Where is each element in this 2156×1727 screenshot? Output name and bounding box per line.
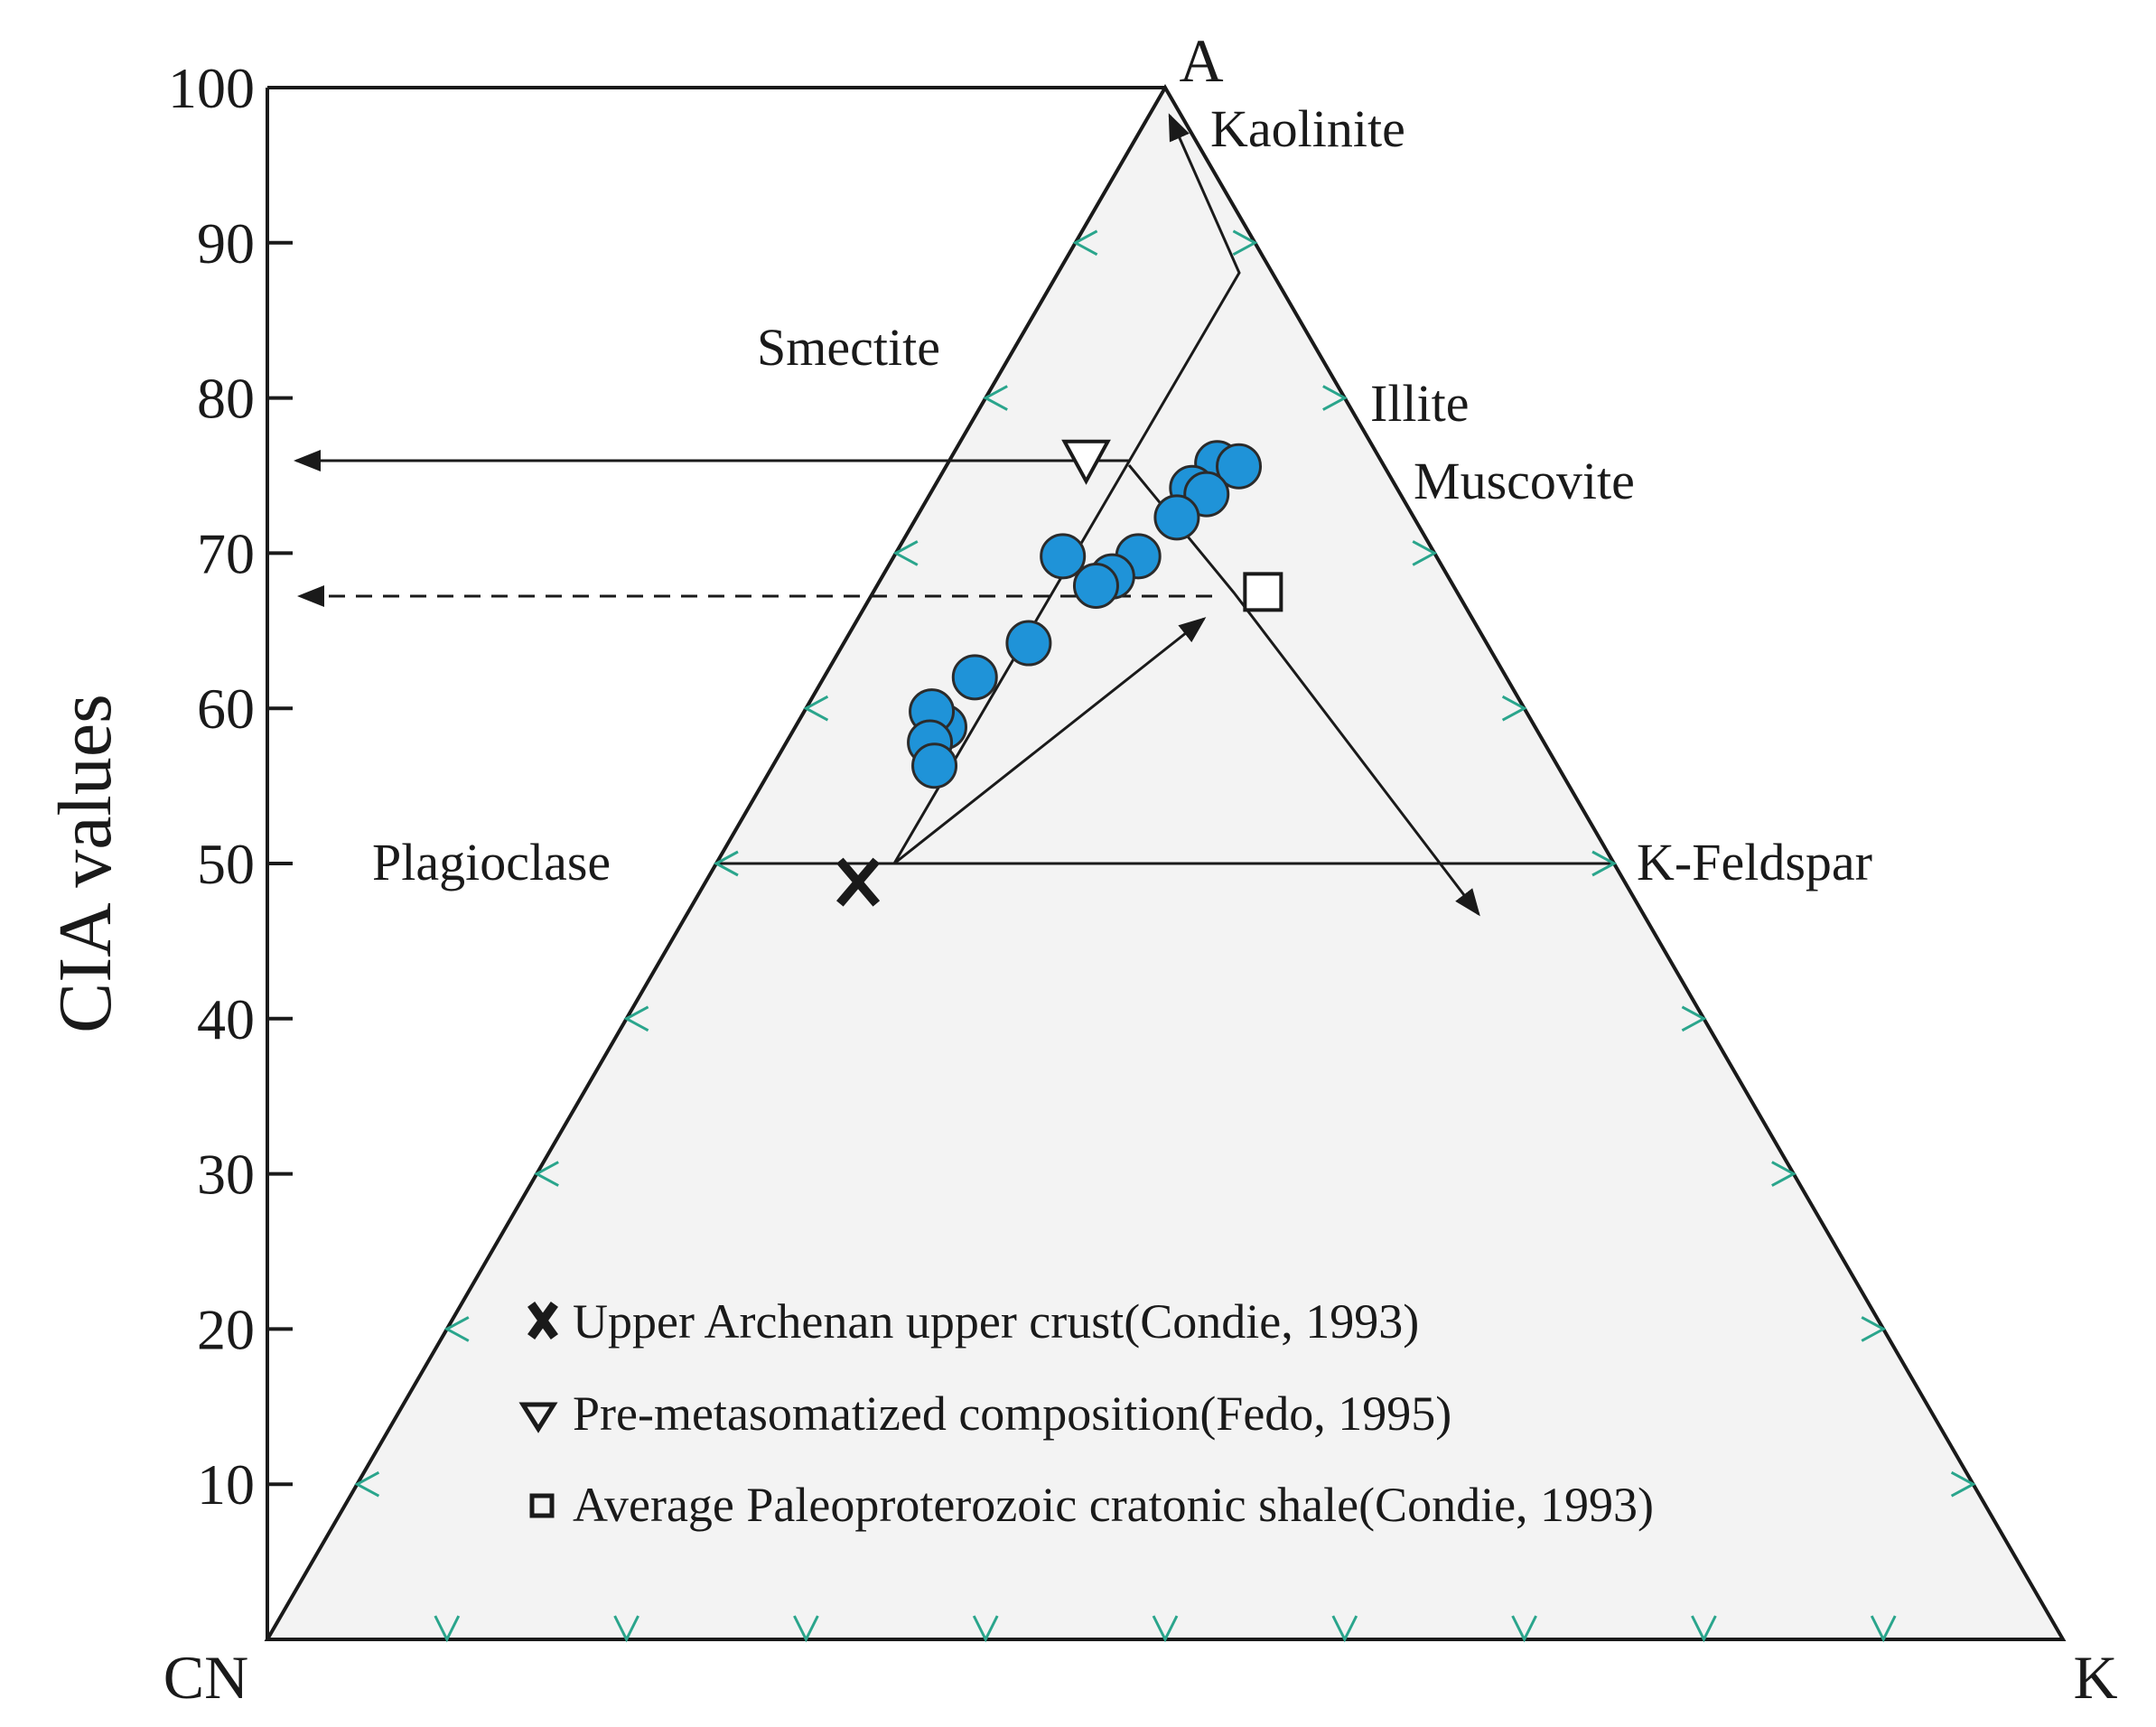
sample-point bbox=[1216, 443, 1263, 490]
cia-tick-label: 70 bbox=[197, 521, 255, 585]
legend-label-shale: Average Paleoproterozoic cratonic shale(… bbox=[573, 1478, 1654, 1532]
edge-tick bbox=[1152, 1615, 1179, 1643]
sample-point bbox=[1072, 562, 1119, 609]
x-marker-icon bbox=[527, 1302, 558, 1340]
weathering-trend-arrow-kaolinite bbox=[892, 113, 1241, 864]
ternary-diagram: A CN K Kaolinite Smectite Illite Muscovi… bbox=[163, 26, 2118, 1712]
cia-tick-label: 100 bbox=[168, 56, 255, 120]
edge-tick bbox=[1501, 695, 1527, 722]
mineral-label-kaolinite: Kaolinite bbox=[1210, 99, 1405, 158]
upper-crust-marker bbox=[836, 857, 881, 907]
edge-tick bbox=[1870, 1615, 1897, 1643]
edge-tick bbox=[1691, 1615, 1717, 1643]
edge-tick bbox=[354, 1470, 380, 1498]
triangle-down-marker-icon bbox=[518, 1402, 558, 1433]
cia-tick-label: 90 bbox=[197, 211, 255, 275]
legend-item-premetasomatized: Pre-metasomatized composition(Fedo, 1995… bbox=[518, 1386, 1451, 1441]
cia-tick-label: 20 bbox=[197, 1297, 255, 1361]
sample-point bbox=[1005, 620, 1052, 667]
edge-tick bbox=[803, 695, 829, 722]
premetasomatized-marker bbox=[1061, 439, 1111, 485]
edge-tick bbox=[1511, 1615, 1537, 1643]
edge-tick bbox=[1771, 1161, 1797, 1187]
edge-tick bbox=[1232, 229, 1258, 257]
edge-tick bbox=[983, 385, 1008, 411]
edge-tick bbox=[613, 1615, 639, 1643]
legend-label-premetasomatized: Pre-metasomatized composition(Fedo, 1995… bbox=[573, 1386, 1451, 1441]
cia-axis-label: CIA values bbox=[43, 694, 127, 1033]
cia-tick-label: 50 bbox=[197, 832, 255, 896]
edge-tick bbox=[434, 1615, 461, 1643]
cia-axis-ticks: 100 90 80 70 60 50 40 30 20 10 bbox=[168, 56, 293, 1517]
edge-tick bbox=[1072, 229, 1098, 257]
square-marker-icon bbox=[529, 1493, 555, 1518]
mineral-label-muscovite: Muscovite bbox=[1414, 452, 1635, 510]
edge-tick bbox=[1412, 540, 1438, 566]
reference-points bbox=[836, 439, 1283, 907]
sample-point bbox=[911, 742, 958, 789]
edge-tick bbox=[1950, 1470, 1976, 1498]
legend-item-shale: Average Paleoproterozoic cratonic shale(… bbox=[529, 1478, 1654, 1532]
mineral-label-plagioclase: Plagioclase bbox=[372, 833, 611, 892]
edge-tick bbox=[1322, 385, 1348, 411]
cia-tick-label: 30 bbox=[197, 1143, 255, 1207]
edge-tick bbox=[1331, 1615, 1358, 1643]
sample-points bbox=[907, 440, 1263, 789]
cia-tick-label: 40 bbox=[197, 987, 255, 1051]
edge-tick bbox=[443, 1316, 470, 1342]
sample-point bbox=[1040, 533, 1087, 580]
edge-tick bbox=[1591, 850, 1618, 877]
mineral-label-kfeldspar: K-Feldspar bbox=[1637, 833, 1872, 892]
edge-tick-marks bbox=[354, 229, 1976, 1643]
edge-tick bbox=[1681, 1005, 1707, 1032]
vertex-label-cn: CN bbox=[163, 1643, 248, 1712]
edge-tick bbox=[713, 850, 739, 877]
vertex-label-a: A bbox=[1179, 26, 1223, 95]
sample-point bbox=[951, 654, 998, 701]
edge-tick bbox=[972, 1615, 999, 1643]
edge-tick bbox=[623, 1005, 649, 1032]
edge-tick bbox=[534, 1161, 559, 1187]
cia-tick-label: 80 bbox=[197, 367, 255, 431]
vertex-label-k: K bbox=[2073, 1643, 2117, 1712]
cia-axis: 100 90 80 70 60 50 40 30 20 10 CIA values bbox=[43, 56, 1165, 1639]
sample-point bbox=[1153, 494, 1200, 541]
edge-tick bbox=[892, 540, 919, 566]
cia-tick-label: 60 bbox=[197, 677, 255, 741]
edge-tick bbox=[793, 1615, 819, 1643]
cia-tick-label: 10 bbox=[197, 1452, 255, 1517]
legend-label-upper-crust: Upper Archenan upper crust(Condie, 1993) bbox=[573, 1294, 1419, 1349]
mineral-label-illite: Illite bbox=[1370, 374, 1470, 433]
legend: Upper Archenan upper crust(Condie, 1993)… bbox=[518, 1294, 1654, 1532]
weathering-trend-arrow-shale bbox=[893, 617, 1207, 865]
edge-tick bbox=[1861, 1316, 1887, 1342]
shale-marker bbox=[1243, 572, 1283, 612]
mineral-label-smectite: Smectite bbox=[757, 318, 940, 377]
legend-item-upper-crust: Upper Archenan upper crust(Condie, 1993) bbox=[527, 1294, 1419, 1349]
